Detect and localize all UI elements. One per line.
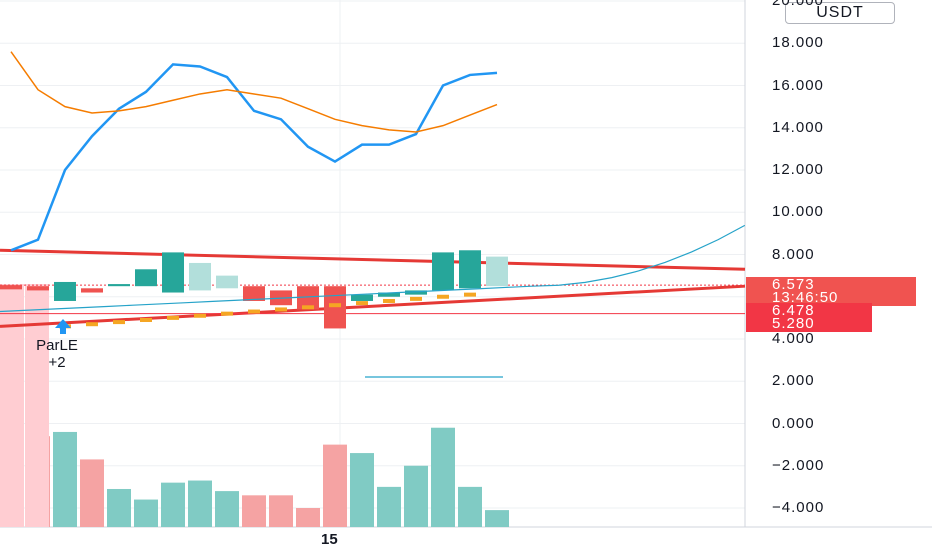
volume-bar (80, 459, 104, 527)
candle (243, 286, 265, 301)
candle (486, 256, 508, 287)
volume-bar (404, 465, 428, 527)
band-marker (113, 320, 125, 325)
price-axis-label: −4.000 (772, 499, 825, 516)
strategy-marker-name: ParLE (36, 337, 78, 354)
volume-bar (242, 495, 266, 527)
time-axis-label: 15 (321, 531, 338, 548)
price-axis-label: 20.000 (772, 0, 824, 9)
band-marker (410, 296, 422, 301)
band-marker (194, 313, 206, 318)
price-axis-label: 0.000 (772, 414, 815, 432)
oscillator-line-orange (10, 51, 498, 133)
volume-bar (215, 491, 239, 527)
volume-bar (485, 510, 509, 527)
band-marker (86, 322, 98, 327)
band-marker (437, 294, 449, 299)
candle (351, 294, 373, 301)
price-axis-label: 4.000 (772, 330, 815, 347)
candle (27, 286, 49, 291)
indicator-line-cyan (0, 224, 746, 313)
candle (135, 269, 157, 287)
candle (324, 286, 346, 329)
currency-unit-badge[interactable]: USDT (785, 2, 895, 24)
price-axis-label: 8.000 (772, 245, 815, 263)
volume-bar (161, 482, 185, 527)
volume-bar (377, 486, 401, 527)
trend-line-upper (0, 248, 746, 271)
volume-bar (323, 444, 347, 527)
volume-bar (296, 508, 320, 527)
candle (189, 262, 211, 291)
band-marker (140, 317, 152, 322)
band-marker (329, 303, 341, 308)
candle (54, 281, 76, 301)
oscillator-line-blue (10, 63, 498, 252)
price-axis-label: 2.000 (772, 372, 815, 390)
volume-bar (431, 427, 455, 527)
volume-bar (350, 453, 374, 527)
band-marker (275, 307, 287, 312)
volume-bar (107, 488, 131, 527)
price-axis-label: 16.000 (772, 76, 824, 94)
band-marker (356, 301, 368, 306)
trend-line-lower (0, 284, 746, 328)
candle (108, 284, 130, 287)
price-axis-label: 14.000 (772, 118, 824, 136)
band-marker (248, 309, 260, 314)
volume-bar (0, 284, 24, 527)
price-axis-label: −2.000 (772, 456, 825, 474)
line-price-tag-upper: 6.478 (746, 303, 872, 319)
candle (405, 290, 427, 295)
band-marker (302, 305, 314, 310)
last-price-tag: 6.573 (746, 277, 916, 293)
volume-bar (269, 495, 293, 527)
price-axis-label: 18.000 (772, 34, 824, 52)
band-marker (383, 298, 395, 303)
strategy-marker-label[interactable]: ParLE +2 (22, 337, 92, 371)
candle (0, 285, 22, 290)
buy-arrow-icon (55, 319, 71, 334)
candle (216, 275, 238, 289)
candle (459, 250, 481, 289)
volume-bar (134, 499, 158, 527)
candle (378, 292, 400, 297)
band-marker (464, 292, 476, 297)
strategy-marker-count: +2 (48, 354, 66, 371)
candle (81, 288, 103, 293)
line-price-tag-lower: 5.280 (746, 316, 872, 332)
band-marker (221, 311, 233, 316)
countdown-tag: 13:46:50 (746, 290, 916, 306)
volume-bar (188, 480, 212, 527)
price-axis-label: 12.000 (772, 161, 824, 178)
candle (162, 252, 184, 293)
candle (297, 286, 319, 310)
volume-bar (458, 486, 482, 527)
price-axis-label: 10.000 (772, 203, 824, 221)
volume-bar (25, 284, 49, 527)
candle (432, 252, 454, 291)
volume-bar (53, 431, 77, 527)
band-marker (167, 315, 179, 320)
